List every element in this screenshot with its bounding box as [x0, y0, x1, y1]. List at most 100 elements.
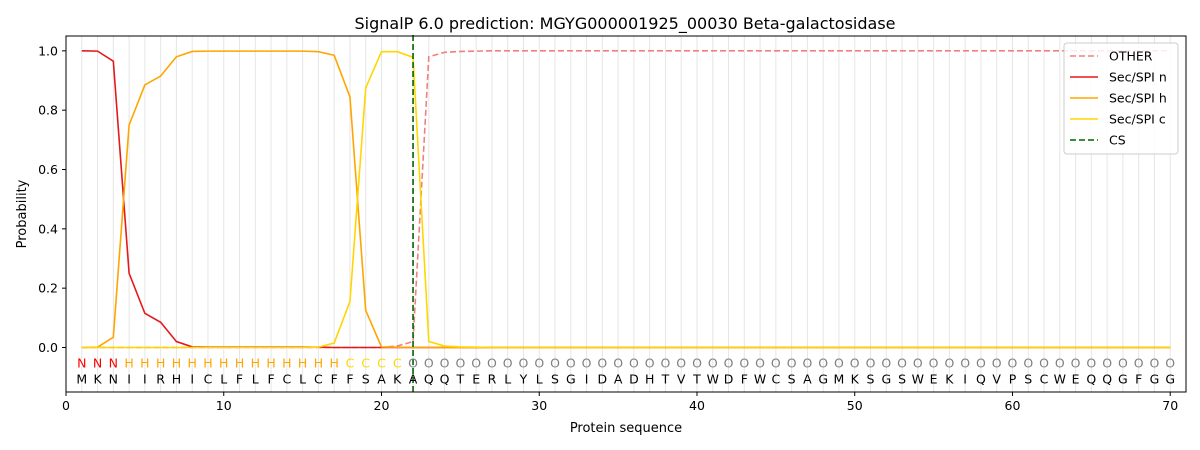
- residue-label: L: [220, 372, 227, 387]
- legend-box: [1063, 42, 1179, 155]
- residue-label: G: [566, 372, 576, 387]
- region-label: N: [93, 355, 102, 370]
- residue-label: N: [109, 372, 118, 387]
- legend-label: CS: [1109, 133, 1126, 148]
- residue-label: T: [661, 372, 670, 387]
- region-label: O: [1150, 355, 1160, 370]
- residue-label: K: [393, 372, 402, 387]
- residue-label: G: [881, 372, 891, 387]
- sequence-layer: NMNKNNHIHIHRHHHIHCHLHFHLHFHCHLHCHFCFCSCA…: [76, 355, 1175, 386]
- region-label: O: [708, 355, 718, 370]
- region-label: O: [534, 355, 544, 370]
- region-label: H: [235, 355, 244, 370]
- residue-label: W: [707, 372, 719, 387]
- x-tick-label: 10: [216, 398, 232, 413]
- region-label: O: [818, 355, 828, 370]
- residue-label: L: [252, 372, 259, 387]
- residue-label: I: [127, 372, 131, 387]
- legend-label: OTHER: [1109, 49, 1153, 64]
- region-label: O: [1039, 355, 1049, 370]
- residue-label: K: [93, 372, 102, 387]
- region-label: H: [172, 355, 181, 370]
- residue-label: H: [172, 372, 181, 387]
- residue-label: A: [803, 372, 812, 387]
- series-layer: [81, 50, 1171, 349]
- x-tick-label: 20: [374, 398, 390, 413]
- region-label: O: [455, 355, 465, 370]
- residue-label: M: [834, 372, 845, 387]
- residue-label: C: [282, 372, 291, 387]
- region-label: O: [1023, 355, 1033, 370]
- residue-label: A: [614, 372, 623, 387]
- x-tick-label: 60: [1005, 398, 1021, 413]
- region-label: O: [676, 355, 686, 370]
- y-axis: 0.0 0.2 0.4 0.6 0.8 1.0: [38, 43, 66, 355]
- residue-label: W: [1054, 372, 1066, 387]
- residue-label: M: [76, 372, 87, 387]
- residue-label: Q: [424, 372, 434, 387]
- residue-label: G: [1150, 372, 1160, 387]
- residue-label: E: [930, 372, 938, 387]
- y-tick-label: 0.0: [38, 340, 58, 355]
- residue-label: I: [143, 372, 147, 387]
- region-label: O: [739, 355, 749, 370]
- residue-label: C: [204, 372, 213, 387]
- region-label: O: [913, 355, 923, 370]
- residue-label: F: [267, 372, 274, 387]
- region-label: C: [346, 355, 355, 370]
- region-label: O: [897, 355, 907, 370]
- region-label: O: [976, 355, 986, 370]
- x-axis-label: Protein sequence: [570, 421, 682, 436]
- residue-label: I: [585, 372, 589, 387]
- region-label: H: [187, 355, 196, 370]
- chart-title: SignalP 6.0 prediction: MGYG000001925_00…: [354, 14, 895, 34]
- residue-grid: [81, 36, 1171, 392]
- residue-label: W: [754, 372, 766, 387]
- region-label: H: [156, 355, 165, 370]
- region-label: O: [692, 355, 702, 370]
- residue-label: F: [236, 372, 243, 387]
- residue-label: Q: [440, 372, 450, 387]
- residue-label: H: [645, 372, 654, 387]
- region-label: O: [519, 355, 529, 370]
- residue-label: I: [190, 372, 194, 387]
- region-label: O: [440, 355, 450, 370]
- residue-label: G: [1165, 372, 1175, 387]
- region-label: O: [881, 355, 891, 370]
- residue-label: K: [851, 372, 860, 387]
- residue-label: K: [945, 372, 954, 387]
- region-label: O: [645, 355, 655, 370]
- region-label: O: [550, 355, 560, 370]
- region-label: O: [1134, 355, 1144, 370]
- residue-label: T: [692, 372, 701, 387]
- residue-label: S: [898, 372, 906, 387]
- region-label: O: [944, 355, 954, 370]
- region-label: C: [377, 355, 386, 370]
- residue-label: C: [771, 372, 780, 387]
- residue-label: R: [156, 372, 165, 387]
- residue-label: Q: [1086, 372, 1096, 387]
- legend: OTHER Sec/SPI n Sec/SPI h Sec/SPI c CS: [1063, 42, 1179, 155]
- residue-label: C: [314, 372, 323, 387]
- region-label: O: [1165, 355, 1175, 370]
- region-label: O: [755, 355, 765, 370]
- residue-label: S: [1024, 372, 1032, 387]
- region-label: N: [109, 355, 118, 370]
- residue-label: T: [456, 372, 465, 387]
- residue-label: D: [724, 372, 734, 387]
- residue-label: E: [1072, 372, 1080, 387]
- region-label: H: [282, 355, 291, 370]
- region-label: O: [424, 355, 434, 370]
- residue-label: A: [409, 372, 418, 387]
- x-tick-label: 30: [531, 398, 547, 413]
- residue-label: V: [992, 372, 1001, 387]
- region-label: C: [393, 355, 402, 370]
- region-label: O: [802, 355, 812, 370]
- region-label: H: [314, 355, 323, 370]
- region-label: O: [629, 355, 639, 370]
- residue-label: I: [963, 372, 967, 387]
- y-axis-label: Probability: [15, 179, 30, 248]
- residue-label: D: [629, 372, 639, 387]
